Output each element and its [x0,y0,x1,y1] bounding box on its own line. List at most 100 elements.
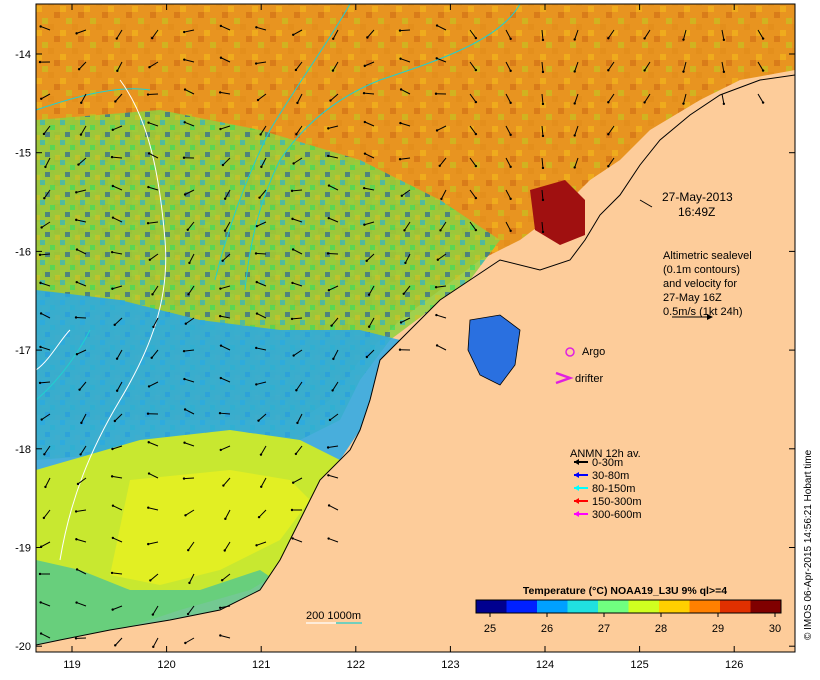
velocity-arrow-head [367,325,371,328]
velocity-arrow-head [147,121,150,124]
colorbar-ticks: 25 26 27 28 29 30 [484,613,781,635]
velocity-arrow-head [509,197,512,201]
velocity-arrow-head [74,637,78,640]
velocity-arrow-head [115,389,119,392]
anmn-legend-label: 150-300m [592,496,642,508]
velocity-arrow-head [111,536,115,540]
lat-tick-label: -14 [15,49,31,61]
velocity-arrow-head [146,412,150,415]
velocity-arrow-head [329,99,332,102]
velocity-arrow [40,93,51,100]
colorbar-segment [628,600,660,613]
velocity-arrow-head [292,33,295,36]
colorbar-segment [720,600,751,613]
velocity-arrow [260,125,267,135]
argo-label: Argo [582,346,605,358]
velocity-arrow-head [111,184,115,188]
velocity-arrow-head [221,163,225,167]
velocity-arrow [328,185,339,191]
velocity-arrow [152,317,159,328]
velocity-arrow [116,29,123,39]
velocity-arrow-head [183,441,186,444]
velocity-arrow-head [115,357,119,360]
velocity-arrow-head [183,58,186,61]
velocity-arrow-head [146,93,150,96]
velocity-arrow [112,572,123,575]
velocity-arrow-head [223,549,226,552]
velocity-arrow-head [149,579,152,582]
velocity-arrow [436,25,447,31]
velocity-arrow-head [327,288,331,292]
velocity-arrow-head [38,572,42,576]
velocity-arrow [112,125,123,131]
velocity-arrow-head [255,312,259,315]
velocity-arrow-head [365,355,369,359]
anmn-legend-label: 0-30m [592,457,623,469]
velocity-arrow-head [188,581,191,585]
velocity-arrow-head [332,357,335,361]
velocity-arrow [150,573,159,581]
velocity-arrow [184,59,195,63]
velocity-arrow [148,541,159,545]
velocity-arrow [224,541,231,551]
velocity-arrow-head [116,69,119,73]
velocity-arrow-head [363,120,367,124]
velocity-arrow [223,477,231,486]
velocity-arrow [184,121,195,127]
velocity-arrow-head [150,36,154,40]
velocity-arrow-head [40,226,43,229]
velocity-arrow-head [40,418,43,421]
velocity-arrow-head [110,475,114,478]
velocity-arrow [40,601,51,607]
velocity-arrow-head [509,69,512,73]
velocity-arrow [39,381,51,384]
velocity-arrow [757,93,764,103]
velocity-arrow-head [113,419,117,423]
credit: © IMOS 06-Apr-2015 14:56:21 Hobart time [803,449,814,640]
altimetry-line-3: and velocity for [663,278,737,290]
velocity-arrow-head [75,538,78,541]
velocity-arrow-head [39,345,42,349]
velocity-arrow [328,474,339,479]
velocity-arrow-head [254,252,258,255]
velocity-arrow [328,445,339,448]
velocity-arrow-head [111,128,114,132]
colorbar-segment [567,600,599,613]
velocity-arrow [469,125,477,135]
velocity-arrow-head [260,485,263,488]
velocity-arrow [574,29,579,40]
lon-tick-label: 119 [63,659,81,671]
velocity-arrow-head [573,102,576,105]
velocity-arrow [364,187,375,191]
velocity-arrow [256,541,267,546]
velocity-arrow [436,285,447,288]
velocity-arrow [112,505,123,511]
velocity-arrow [112,251,123,255]
velocity-arrow [297,413,303,424]
velocity-arrow [188,285,195,295]
velocity-arrow-head [291,481,295,484]
velocity-arrow-head [398,158,402,161]
velocity-arrow [256,221,267,227]
velocity-arrow [220,345,231,351]
velocity-arrow [76,219,87,223]
velocity-arrow-head [509,37,512,41]
velocity-arrow-head [219,287,222,290]
velocity-arrow [328,155,339,159]
velocity-arrow [328,538,339,543]
velocity-arrow-head [259,453,263,456]
velocity-arrow [40,25,51,31]
velocity-arrow-head [327,504,331,507]
velocity-arrow-head [363,64,366,68]
velocity-arrow [147,93,159,96]
velocity-arrow-head [509,133,512,137]
velocity-arrow-head [541,230,545,234]
anmn-arrowhead-icon [574,459,579,465]
velocity-arrow [149,61,159,68]
velocity-arrow [292,249,303,255]
velocity-arrow [255,252,267,255]
velocity-arrow [258,413,267,422]
velocity-arrow [256,313,267,319]
velocity-arrow-head [188,261,191,265]
